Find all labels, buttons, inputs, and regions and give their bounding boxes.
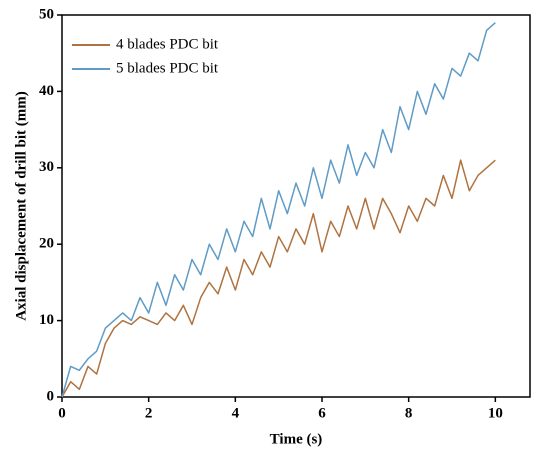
x-tick-label: 4 xyxy=(232,405,240,421)
series-line xyxy=(61,159,496,398)
x-axis-label: Time (s) xyxy=(270,431,323,447)
y-tick-label: 50 xyxy=(39,6,54,22)
legend-label: 4 blades PDC bit xyxy=(116,36,219,52)
x-tick-label: 0 xyxy=(58,405,66,421)
plot-frame xyxy=(61,14,531,398)
y-tick-label: 40 xyxy=(39,83,54,99)
x-tick-label: 2 xyxy=(145,405,153,421)
legend-label: 5 blades PDC bit xyxy=(116,60,219,76)
y-tick-label: 10 xyxy=(39,312,54,328)
x-tick-label: 6 xyxy=(318,405,326,421)
y-axis-label: Axial displacement of drill bit (mm) xyxy=(13,91,29,321)
y-tick-label: 20 xyxy=(39,236,54,252)
x-tick-label: 8 xyxy=(405,405,413,421)
x-tick-label: 10 xyxy=(488,405,503,421)
y-tick-label: 30 xyxy=(39,159,54,175)
series-line xyxy=(61,22,496,398)
y-tick-label: 0 xyxy=(47,388,55,404)
